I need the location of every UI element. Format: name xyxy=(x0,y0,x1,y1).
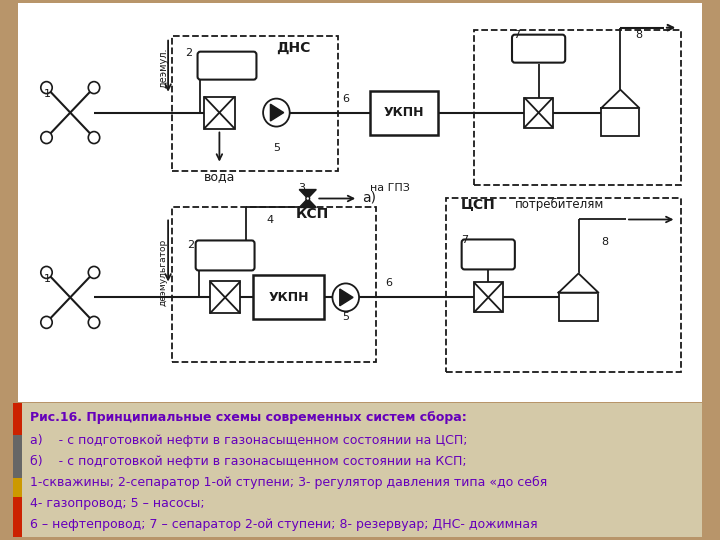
Circle shape xyxy=(89,82,99,93)
Bar xyxy=(369,91,438,134)
Text: 6: 6 xyxy=(385,279,392,288)
Text: а): а) xyxy=(362,191,377,205)
Polygon shape xyxy=(559,273,598,293)
FancyBboxPatch shape xyxy=(196,240,255,271)
Text: 2: 2 xyxy=(187,240,194,251)
Text: 7: 7 xyxy=(461,235,468,246)
Text: ЦСП: ЦСП xyxy=(460,198,495,212)
Bar xyxy=(172,36,338,171)
Bar xyxy=(210,281,240,313)
Bar xyxy=(474,282,503,312)
Circle shape xyxy=(89,266,99,279)
Text: б)    - с подготовкой нефти в газонасыщенном состоянии на КСП;: б) - с подготовкой нефти в газонасыщенно… xyxy=(30,455,467,468)
Text: 8: 8 xyxy=(636,30,643,39)
Circle shape xyxy=(89,316,99,328)
FancyBboxPatch shape xyxy=(462,239,515,269)
Text: ДНС: ДНС xyxy=(276,40,311,55)
Text: 5: 5 xyxy=(273,143,280,153)
Text: 8: 8 xyxy=(601,238,608,247)
Bar xyxy=(172,207,376,362)
Text: на ГПЗ: на ГПЗ xyxy=(369,183,410,193)
Bar xyxy=(524,98,553,127)
Text: 2: 2 xyxy=(186,48,192,58)
Bar xyxy=(446,198,681,373)
Text: 4- газопровод; 5 – насосы;: 4- газопровод; 5 – насосы; xyxy=(30,497,205,510)
Circle shape xyxy=(41,266,53,279)
Text: 1-скважины; 2-сепаратор 1-ой ступени; 3- регулятор давления типа «до себя: 1-скважины; 2-сепаратор 1-ой ступени; 3-… xyxy=(30,476,547,489)
FancyBboxPatch shape xyxy=(197,52,256,79)
Text: 1: 1 xyxy=(44,274,51,284)
Circle shape xyxy=(41,316,53,328)
Text: 1: 1 xyxy=(44,89,51,99)
Polygon shape xyxy=(300,190,316,207)
Text: вода: вода xyxy=(204,170,235,183)
Text: 6: 6 xyxy=(342,93,349,104)
Circle shape xyxy=(89,132,99,144)
Bar xyxy=(204,97,235,129)
Text: 5: 5 xyxy=(342,312,349,322)
Text: Рис.16. Принципиальные схемы современных систем сбора:: Рис.16. Принципиальные схемы современных… xyxy=(30,411,467,424)
Bar xyxy=(559,293,598,321)
Text: а)    - с подготовкой нефти в газонасыщенном состоянии на ЦСП;: а) - с подготовкой нефти в газонасыщенно… xyxy=(30,434,468,447)
Text: 4: 4 xyxy=(266,215,274,226)
Bar xyxy=(601,108,639,136)
Bar xyxy=(474,30,681,185)
Text: деэмул.: деэмул. xyxy=(158,48,168,88)
Circle shape xyxy=(41,82,53,93)
Text: потребителям: потребителям xyxy=(515,198,604,211)
Text: 7: 7 xyxy=(513,30,521,39)
Circle shape xyxy=(41,132,53,144)
Text: 3: 3 xyxy=(299,183,305,193)
Polygon shape xyxy=(601,90,639,108)
Text: деэмульгатор: деэмульгатор xyxy=(159,239,168,306)
Circle shape xyxy=(333,284,359,312)
Text: УКПН: УКПН xyxy=(384,106,424,119)
Circle shape xyxy=(306,197,310,200)
Text: 6 – нефтепровод; 7 – сепаратор 2-ой ступени; 8- резервуар; ДНС- дожимная: 6 – нефтепровод; 7 – сепаратор 2-ой ступ… xyxy=(30,518,538,531)
Bar xyxy=(253,275,324,319)
FancyBboxPatch shape xyxy=(512,35,565,63)
Circle shape xyxy=(263,99,289,126)
Polygon shape xyxy=(340,289,353,306)
Polygon shape xyxy=(271,104,284,121)
Text: КСП: КСП xyxy=(296,207,329,221)
Text: УКПН: УКПН xyxy=(269,291,309,304)
